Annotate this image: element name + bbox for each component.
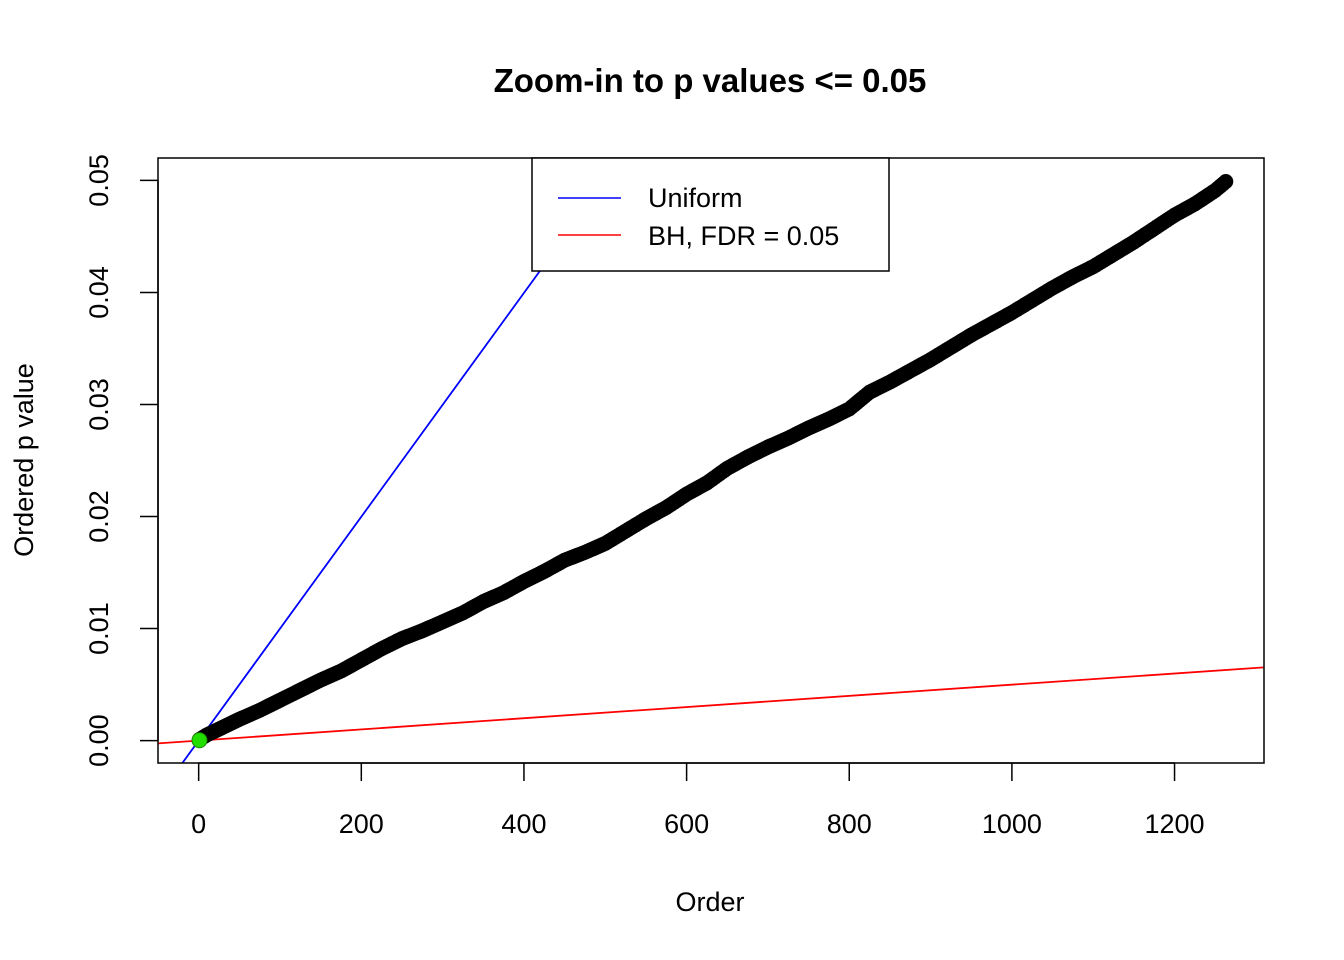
y-tick-label: 0.04 xyxy=(84,266,114,319)
y-tick-label: 0.03 xyxy=(84,378,114,431)
y-tick-label: 0.02 xyxy=(84,490,114,543)
data-points xyxy=(191,174,1234,747)
abline-bh-fdr-0-05 xyxy=(158,666,1264,745)
y-tick-label: 0.01 xyxy=(84,602,114,655)
x-tick-label: 0 xyxy=(191,809,206,839)
highlight-point xyxy=(191,732,208,749)
plot-layer xyxy=(158,158,1264,763)
y-tick-label: 0.00 xyxy=(84,714,114,767)
x-tick-label: 200 xyxy=(339,809,384,839)
x-tick-label: 1000 xyxy=(982,809,1042,839)
chart-title: Zoom-in to p values <= 0.05 xyxy=(494,62,927,99)
legend-bh-label: BH, FDR = 0.05 xyxy=(648,221,839,251)
data-point xyxy=(1218,174,1234,190)
y-axis: 0.00 0.01 0.02 0.03 0.04 0.05 xyxy=(84,154,159,767)
x-tick-label: 400 xyxy=(501,809,546,839)
legend: Uniform BH, FDR = 0.05 xyxy=(531,157,890,272)
x-axis-title: Order xyxy=(675,887,744,917)
x-tick-label: 800 xyxy=(827,809,872,839)
y-tick-label: 0.05 xyxy=(84,154,114,207)
y-axis-title: Ordered p value xyxy=(9,363,39,557)
legend-box xyxy=(531,157,890,272)
x-axis: 0 200 400 600 800 1000 1200 xyxy=(191,762,1205,839)
legend-uniform-label: Uniform xyxy=(648,183,743,213)
abline-uniform xyxy=(181,158,624,763)
x-tick-label: 600 xyxy=(664,809,709,839)
x-tick-label: 1200 xyxy=(1145,809,1205,839)
